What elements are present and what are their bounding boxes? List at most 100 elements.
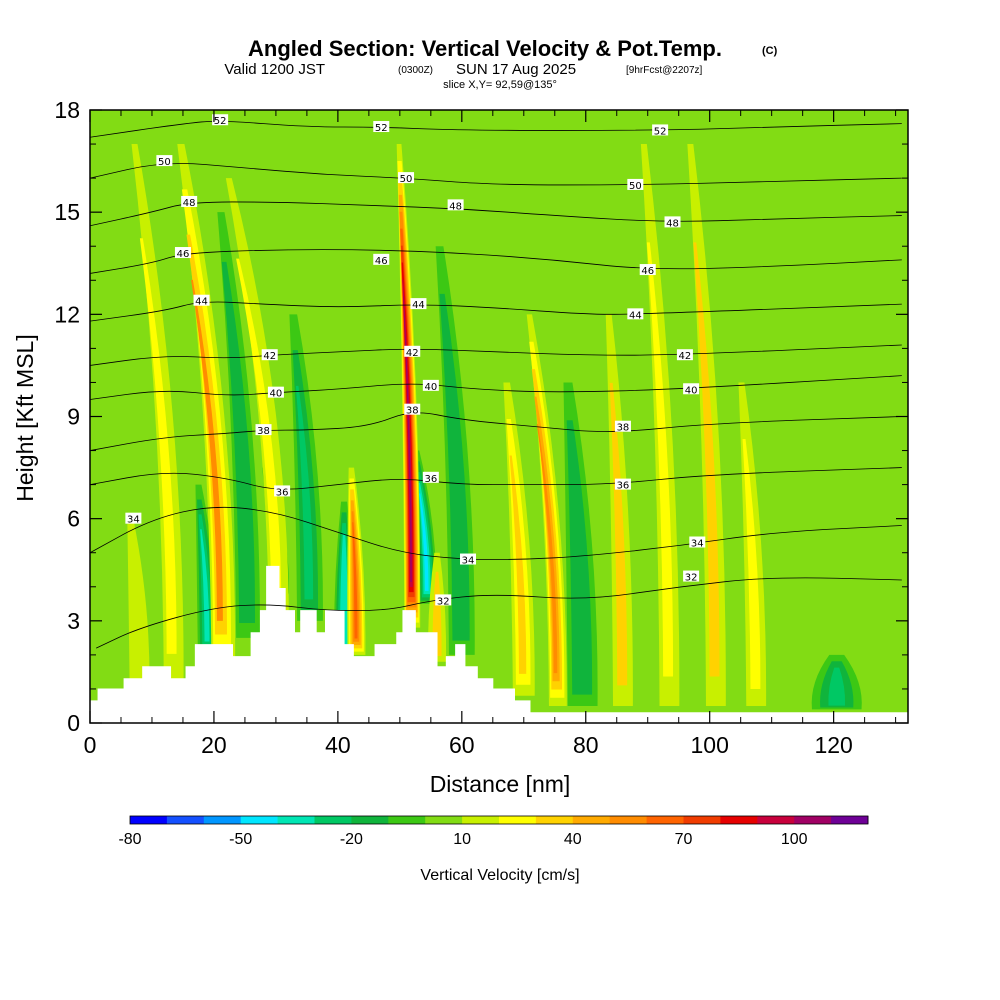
theta-line — [90, 506, 902, 560]
theta-label-box — [255, 424, 272, 436]
updraft-band — [139, 238, 177, 654]
theta-line — [90, 344, 902, 366]
downdraft-7 — [563, 382, 598, 706]
colorbar-swatch — [425, 816, 463, 824]
theta-label-box — [639, 264, 656, 276]
downdraft-4 — [289, 314, 323, 621]
theta-label: 52 — [212, 114, 229, 127]
colorbar-swatch — [314, 816, 352, 824]
theta-label-box — [683, 570, 700, 582]
updraft-band — [191, 279, 223, 621]
theta-label: 46 — [639, 264, 656, 277]
theta-label-box — [274, 485, 291, 497]
colorbar-tick-label: -50 — [229, 831, 252, 848]
theta-label-box — [422, 379, 439, 391]
theta-label-text: 36 — [276, 487, 289, 498]
colorbar-swatch — [240, 816, 279, 824]
updraft-band — [352, 522, 358, 639]
colorbar-swatch — [720, 816, 758, 824]
theta-contour-34: 34 34 34 — [90, 506, 902, 567]
theta-label: 44 — [410, 298, 427, 311]
theta-label-box — [398, 172, 415, 184]
valid-date: SUN 17 Aug 2025 — [456, 61, 576, 78]
x-tick-label: 100 — [691, 732, 729, 758]
updraft-band — [646, 242, 674, 677]
theta-label-text: 44 — [629, 310, 642, 321]
theta-contour-48: 48 48 48 — [90, 195, 902, 229]
colorbar-tick-label: 100 — [781, 831, 808, 848]
theta-label-text: 44 — [412, 300, 425, 311]
theta-line — [96, 577, 902, 649]
theta-label-box — [676, 349, 693, 361]
downdraft-8 — [811, 654, 862, 710]
theta-label: 50 — [156, 155, 173, 168]
theta-label: 52 — [373, 121, 390, 134]
slice-info: slice X,Y= 92,59@135° — [443, 79, 557, 91]
theta-label-text: 42 — [263, 351, 276, 362]
theta-label-box — [652, 124, 669, 136]
theta-label: 48 — [447, 199, 464, 212]
updraft-band — [536, 423, 558, 674]
downdraft-band — [295, 385, 314, 600]
theta-contour-32: 32 32 — [96, 570, 902, 649]
colorbar-tick-label: 40 — [564, 831, 582, 848]
theta-label-text: 40 — [424, 382, 437, 393]
x-tick-label: 20 — [201, 732, 227, 758]
colorbar-tick-label: 70 — [675, 831, 693, 848]
theta-label-box — [689, 536, 706, 548]
forecast-info: [9hrFcst@2207z] — [626, 65, 703, 76]
theta-label-text: 38 — [406, 406, 419, 417]
theta-label: 34 — [125, 512, 142, 526]
theta-label-text: 34 — [127, 515, 140, 526]
theta-label: 36 — [422, 471, 439, 485]
updraft-8 — [640, 144, 680, 706]
theta-label-text: 36 — [424, 474, 437, 485]
theta-label-box — [410, 298, 427, 310]
theta-label-box — [373, 253, 390, 265]
theta-label-box — [683, 383, 700, 395]
colorbar-swatch — [462, 816, 500, 824]
downdraft-band — [443, 341, 465, 627]
theta-label: 38 — [404, 403, 421, 417]
theta-label-text: 34 — [462, 556, 475, 567]
theta-label-text: 46 — [641, 266, 654, 277]
valid-time: Valid 1200 JST — [224, 61, 325, 78]
theta-line — [90, 249, 902, 274]
theta-label-box — [627, 308, 644, 320]
y-tick-label: 3 — [67, 608, 80, 634]
updraft-12 — [127, 518, 150, 689]
theta-label-box — [156, 155, 173, 167]
colorbar-frame — [129, 815, 869, 825]
updraft-0 — [177, 144, 236, 662]
theta-label: 38 — [255, 424, 272, 437]
chart-title-unit: (C) — [762, 45, 778, 57]
theta-label-box — [181, 195, 198, 207]
theta-line — [90, 412, 902, 451]
theta-label-box — [125, 512, 142, 524]
theta-label-text: 42 — [679, 351, 692, 362]
theta-label-text: 46 — [375, 256, 388, 267]
theta-contour-36: 36 36 36 — [90, 467, 902, 498]
theta-label-box — [664, 216, 681, 228]
updraft-band — [509, 455, 527, 674]
y-axis-label: Height [Kft MSL] — [12, 334, 38, 501]
theta-label-box — [614, 478, 631, 490]
theta-label-box — [174, 247, 191, 259]
colorbar-swatch — [535, 816, 574, 824]
x-tick-label: 80 — [573, 732, 599, 758]
theta-line — [90, 375, 902, 400]
theta-contour-50: 50 50 50 — [90, 155, 902, 192]
theta-label-text: 38 — [257, 426, 270, 437]
theta-label: 46 — [373, 253, 390, 267]
theta-label-text: 34 — [691, 539, 704, 550]
theta-label: 34 — [689, 536, 706, 550]
theta-label-box — [422, 471, 439, 483]
x-tick-label: 40 — [325, 732, 351, 758]
theta-label-text: 48 — [183, 198, 196, 209]
theta-label-text: 42 — [406, 348, 419, 359]
updraft-7 — [605, 314, 633, 706]
theta-label-text: 32 — [437, 596, 450, 607]
